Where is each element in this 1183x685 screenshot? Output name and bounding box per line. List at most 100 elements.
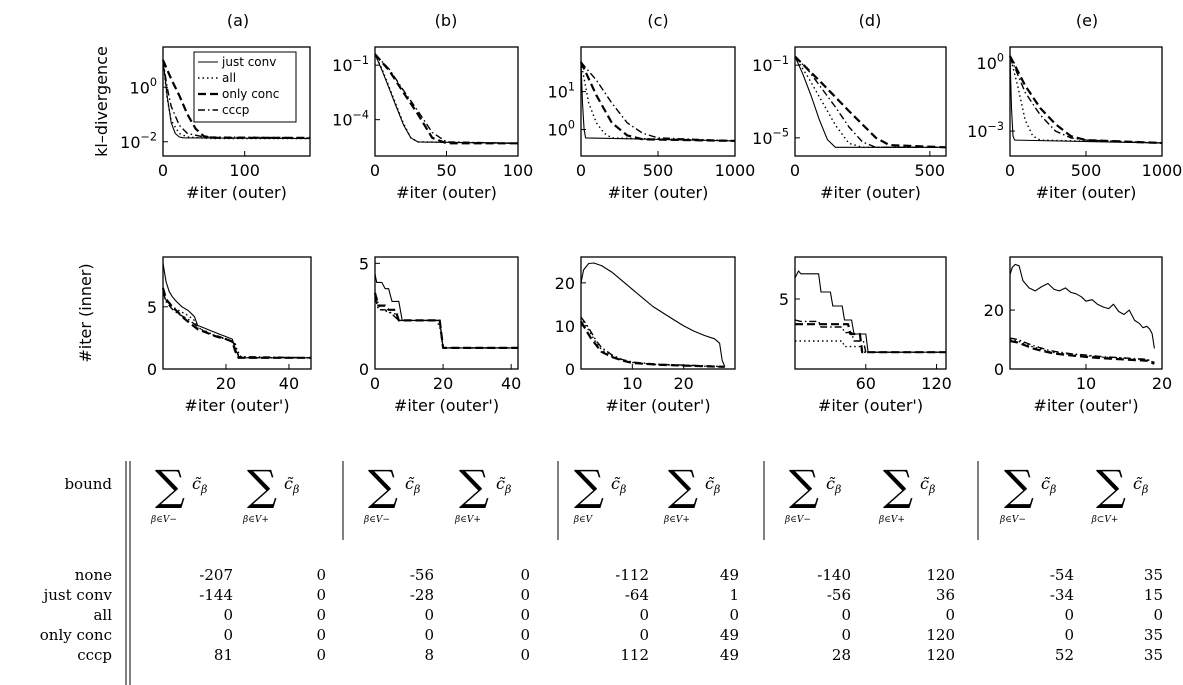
table-cell: 81 <box>214 646 233 664</box>
y-tick-label: 0 <box>565 360 575 379</box>
x-axis-label: #iter (outer') <box>184 396 289 415</box>
x-tick-label: 100 <box>229 161 260 180</box>
x-tick-label: 0 <box>1005 161 1015 180</box>
series-line-all <box>580 316 725 368</box>
x-tick-label: 500 <box>915 161 946 180</box>
x-tick-label: 20 <box>216 374 236 393</box>
table-cell: 0 <box>424 626 434 644</box>
series-line-cccp <box>580 61 736 142</box>
sum-symbol: ∑ <box>1004 461 1034 510</box>
x-tick-label: 1000 <box>1142 161 1183 180</box>
y-tick-label: 10−2 <box>120 131 157 152</box>
plot-panel-kl-4: 0 500 1000 100 10−3 #iter (outer) <box>967 46 1183 202</box>
y-axis-label: #iter (inner) <box>76 263 95 362</box>
sum-symbol: ∑ <box>247 461 277 510</box>
y-tick-label: 0 <box>147 360 157 379</box>
series-line-all <box>580 61 736 142</box>
sum-symbol: ∑ <box>459 461 489 510</box>
x-tick-label: 20 <box>673 374 693 393</box>
plot-frame <box>162 46 311 157</box>
table-cell: -144 <box>199 586 233 604</box>
table-cell: 120 <box>926 646 955 664</box>
table-cell: -207 <box>199 566 233 584</box>
y-tick-label: 100 <box>548 118 575 139</box>
x-tick-label: 0 <box>370 161 380 180</box>
table-row-label: none <box>75 566 112 584</box>
x-tick-label: 40 <box>279 374 299 393</box>
y-tick-label: 20 <box>984 301 1004 320</box>
series-line-only-conc <box>374 53 518 145</box>
table-cell: 112 <box>620 646 649 664</box>
plot-frame <box>374 46 519 157</box>
x-axis-label: #iter (outer) <box>1036 183 1137 202</box>
table-cell: 28 <box>832 646 851 664</box>
series-line-only-conc <box>580 61 736 142</box>
results-table: bound ∑ β∈V− c̃β ∑ β∈V+ c̃β ∑ β∈V− c̃β ∑ β∈V+ c̃β ∑ β∈… <box>40 461 1163 685</box>
series-line-only-conc <box>1009 55 1163 145</box>
legend: just conv all only conc cccp <box>193 51 297 123</box>
series-line-all <box>795 340 946 353</box>
series-line-just-conv <box>794 56 946 148</box>
panel-title: (e) <box>1076 11 1098 30</box>
x-tick-label: 1000 <box>715 161 756 180</box>
table-cell: 0 <box>520 566 530 584</box>
x-tick-label: 60 <box>856 374 876 393</box>
y-tick-label: 10−3 <box>967 120 1004 141</box>
series-line-cccp <box>374 53 519 144</box>
table-cell: -64 <box>625 586 649 604</box>
series-line-cccp <box>794 319 946 353</box>
table-cell: 15 <box>1144 586 1163 604</box>
table-row-header: bound <box>64 475 112 493</box>
series-line-just-conv <box>1009 55 1163 144</box>
c-beta-symbol: c̃β <box>1041 474 1056 496</box>
plot-panel-kl-1: 0 50 100 10−1 10−4 #iter (outer) <box>332 46 533 202</box>
table-cell: 0 <box>841 626 851 644</box>
x-tick-label: 50 <box>436 161 456 180</box>
series-line-cccp <box>794 56 946 149</box>
y-tick-label: 10−4 <box>332 108 369 129</box>
x-tick-label: 10 <box>622 374 642 393</box>
series-line-just-conv <box>162 263 311 359</box>
table-cell: 0 <box>1064 626 1074 644</box>
y-tick-label: 5 <box>359 254 369 273</box>
x-tick-label: 500 <box>643 161 674 180</box>
plot-panel-kl-3: 0 500 10−1 10−5 #iter (outer) <box>752 46 947 202</box>
c-beta-symbol: c̃β <box>1133 474 1148 496</box>
plot-frame <box>580 256 736 370</box>
x-axis-label: #iter (outer) <box>608 183 709 202</box>
sum-subscript: β∈V− <box>999 515 1026 525</box>
series-line-cccp <box>162 291 312 359</box>
series-line-just-conv <box>374 273 518 349</box>
plot-panel-inner-4: 10 20 0 20 #iter (outer') <box>984 256 1172 415</box>
series-line-all <box>1009 55 1163 144</box>
series-line-cccp <box>374 297 518 349</box>
y-tick-label: 5 <box>147 298 157 317</box>
series-line-cccp <box>580 316 725 368</box>
table-row-label: just conv <box>42 586 113 604</box>
table-cell: 0 <box>1153 606 1163 624</box>
sum-symbol: ∑ <box>155 461 185 510</box>
table-cell: 49 <box>720 646 739 664</box>
table-row-label: only conc <box>40 626 112 644</box>
table-cell: 0 <box>316 586 326 604</box>
table-row-label: all <box>93 606 112 624</box>
table-cell: 49 <box>720 566 739 584</box>
y-tick-label: 100 <box>977 52 1004 73</box>
table-cell: 35 <box>1144 566 1163 584</box>
table-cell: 0 <box>520 606 530 624</box>
table-cell: -56 <box>410 566 434 584</box>
x-tick-label: 20 <box>1152 374 1172 393</box>
x-tick-label: 20 <box>433 374 453 393</box>
plot-panel-kl-0: 0 100 100 10−2 #iter (outer) kl–divergence jus… <box>92 46 311 202</box>
plot-frame <box>162 256 312 370</box>
sum-subscript: β∈V+ <box>663 515 690 525</box>
table-cell: 35 <box>1144 626 1163 644</box>
series-line-only-conc <box>580 321 725 368</box>
y-tick-label: 100 <box>130 76 157 97</box>
legend-label: only conc <box>222 87 279 101</box>
table-cell: 36 <box>936 586 955 604</box>
sum-subscript: β∈V+ <box>242 515 269 525</box>
c-beta-symbol: c̃β <box>611 474 626 496</box>
sum-subscript: β∈V− <box>784 515 811 525</box>
